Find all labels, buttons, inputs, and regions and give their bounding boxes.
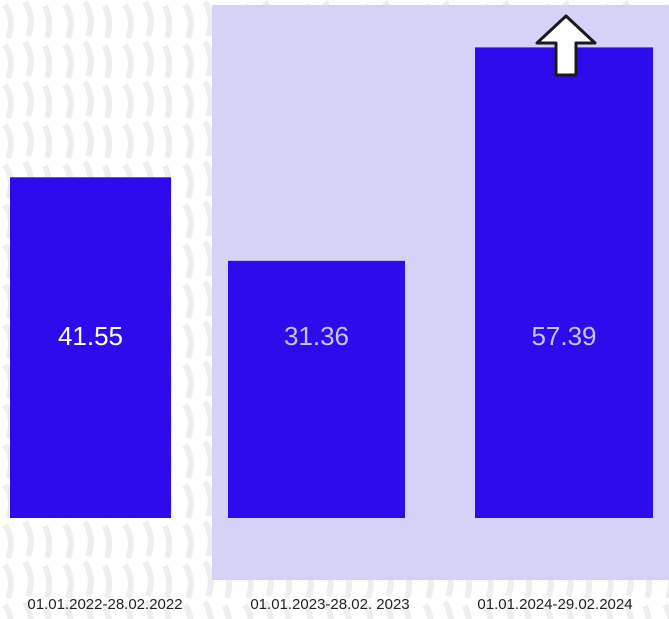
x-tick-label: 01.01.2022-28.02.2022 [27,596,182,613]
bar [228,260,405,518]
bars: 41.55 31.36 57.39 [10,47,653,519]
up-arrow-icon [535,14,597,77]
x-tick-label: 01.01.2023-28.02. 2023 [250,596,409,613]
value-label: 41.55 [58,321,123,351]
bar [475,47,653,518]
x-tick-label: 01.01.2024-29.02.2024 [477,596,632,613]
value-label: 57.39 [531,321,596,351]
bar [10,177,171,519]
value-label: 31.36 [284,321,349,351]
